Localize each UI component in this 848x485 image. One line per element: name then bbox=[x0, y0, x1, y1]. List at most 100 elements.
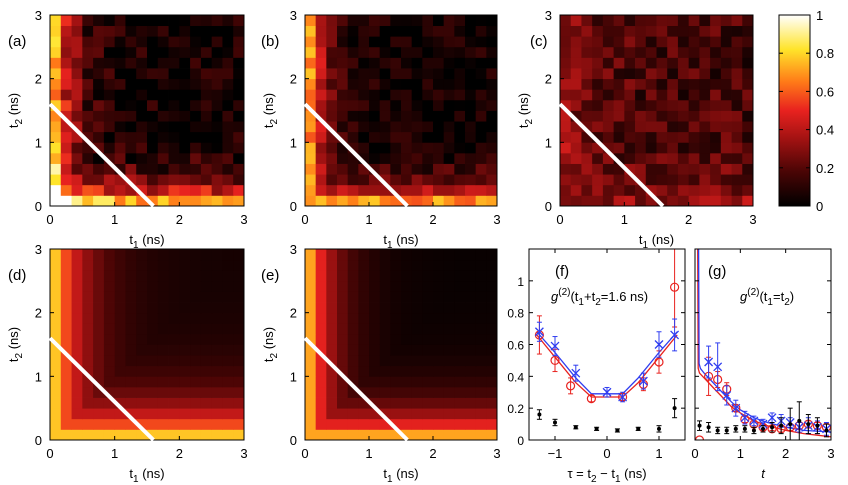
heatmap-cell bbox=[486, 259, 498, 271]
data-point-circle bbox=[565, 381, 576, 391]
heatmap-cell bbox=[358, 163, 370, 175]
heatmap-cell bbox=[190, 57, 202, 69]
heatmap-cell bbox=[103, 195, 116, 207]
heatmap-cell bbox=[168, 376, 180, 388]
heatmap-cell bbox=[326, 89, 338, 101]
heatmap-cell bbox=[60, 344, 72, 356]
heatmap-cell bbox=[147, 163, 159, 175]
heatmap-cell bbox=[233, 110, 245, 122]
heatmap-cell bbox=[157, 302, 169, 314]
colorbar: 10.80.60.40.20 bbox=[778, 8, 834, 214]
heatmap-cell bbox=[592, 89, 604, 101]
heatmap-cell bbox=[358, 386, 370, 398]
heatmap-cell bbox=[443, 46, 455, 58]
heatmap-cell bbox=[699, 57, 711, 69]
y-axis-label-subscript: 2 bbox=[269, 352, 280, 358]
heatmap-cell bbox=[179, 131, 191, 143]
heatmap-cell bbox=[168, 110, 180, 122]
heatmap-cell bbox=[560, 36, 572, 48]
heatmap-cell bbox=[731, 99, 743, 111]
heatmap-cell bbox=[465, 57, 477, 69]
heatmap-cell bbox=[168, 142, 180, 154]
heatmap-cell bbox=[147, 344, 159, 356]
heatmap-cell bbox=[411, 323, 423, 335]
heatmap-cell bbox=[613, 46, 625, 58]
heatmap-cell bbox=[486, 270, 498, 282]
data-point-cross bbox=[749, 416, 759, 426]
heatmap-cell bbox=[613, 36, 625, 48]
heatmap-cell bbox=[688, 99, 700, 111]
heatmap-cell bbox=[390, 195, 402, 207]
heatmap-cell bbox=[305, 195, 317, 207]
heatmap-cell bbox=[411, 344, 423, 356]
heatmap-cell bbox=[635, 195, 647, 207]
heatmap-cell bbox=[645, 121, 657, 133]
heatmap-cell bbox=[720, 78, 732, 90]
heatmap-cell bbox=[233, 344, 245, 356]
heatmap-cell bbox=[742, 131, 754, 143]
heatmap-cell bbox=[60, 418, 72, 430]
heatmap-cell bbox=[337, 15, 349, 27]
heatmap-cell bbox=[93, 365, 105, 377]
heatmap-cell bbox=[667, 68, 679, 80]
heatmap-cell bbox=[315, 386, 327, 398]
heatmap-cell bbox=[211, 355, 223, 367]
heatmap-cell bbox=[326, 110, 338, 122]
heatmap-cell bbox=[326, 344, 338, 356]
heatmap-cell bbox=[114, 142, 126, 154]
heatmap-cell bbox=[50, 397, 62, 409]
heatmap-cell bbox=[71, 418, 83, 430]
heatmap-cell bbox=[401, 68, 413, 80]
heatmap-cell bbox=[103, 333, 116, 345]
heatmap-cell bbox=[667, 131, 679, 143]
heatmap-cell bbox=[720, 57, 732, 69]
heatmap-cell bbox=[688, 110, 700, 122]
heatmap-cell bbox=[326, 376, 338, 388]
heatmap-cell bbox=[222, 46, 234, 58]
heatmap-cell bbox=[677, 163, 690, 175]
heatmap-cell bbox=[233, 323, 245, 335]
heatmap-cell bbox=[82, 152, 94, 164]
heatmap-cell bbox=[326, 280, 338, 292]
heatmap-cell bbox=[602, 99, 615, 111]
heatmap-cell bbox=[688, 25, 700, 37]
heatmap-cell bbox=[114, 131, 126, 143]
x-tick-label: 0 bbox=[301, 446, 308, 461]
heatmap-cell bbox=[635, 131, 647, 143]
heatmap-cell bbox=[688, 57, 700, 69]
heatmap-cell bbox=[315, 36, 327, 48]
fit-line-red-fit bbox=[697, 249, 831, 438]
heatmap-cell bbox=[147, 397, 159, 409]
heatmap-cell bbox=[411, 184, 423, 196]
heatmap-cell bbox=[60, 110, 72, 122]
heatmap-cell bbox=[125, 99, 137, 111]
heatmap-cell bbox=[233, 78, 245, 90]
heatmap-cell bbox=[433, 184, 445, 196]
heatmap-cell bbox=[82, 195, 94, 207]
x-axis-label: t1 (ns) bbox=[383, 466, 418, 485]
heatmap-cell bbox=[720, 163, 732, 175]
heatmap-cell bbox=[147, 142, 159, 154]
heatmap-cell bbox=[581, 131, 593, 143]
heatmap-cell bbox=[147, 323, 159, 335]
heatmap-cell bbox=[179, 184, 191, 196]
heatmap-cell bbox=[742, 15, 754, 27]
heatmap-cell bbox=[486, 99, 498, 111]
heatmap-cell bbox=[233, 376, 245, 388]
x-tick-label: 1 bbox=[655, 446, 662, 461]
heatmap-cell bbox=[157, 429, 169, 441]
heatmap-cell bbox=[667, 152, 679, 164]
heatmap-cell bbox=[168, 333, 180, 345]
heatmap-cell bbox=[443, 152, 455, 164]
heatmap-cell bbox=[305, 429, 317, 441]
heatmap-cell bbox=[422, 89, 434, 101]
heatmap-cell bbox=[222, 131, 234, 143]
heatmap-cell bbox=[93, 249, 105, 261]
heatmap-cell bbox=[305, 68, 317, 80]
heatmap-cell bbox=[475, 280, 487, 292]
heatmap-cell bbox=[731, 174, 743, 186]
heatmap-cell bbox=[422, 68, 434, 80]
heatmap-cell bbox=[114, 195, 126, 207]
heatmap-cell bbox=[125, 195, 137, 207]
heatmap-cell bbox=[103, 429, 116, 441]
